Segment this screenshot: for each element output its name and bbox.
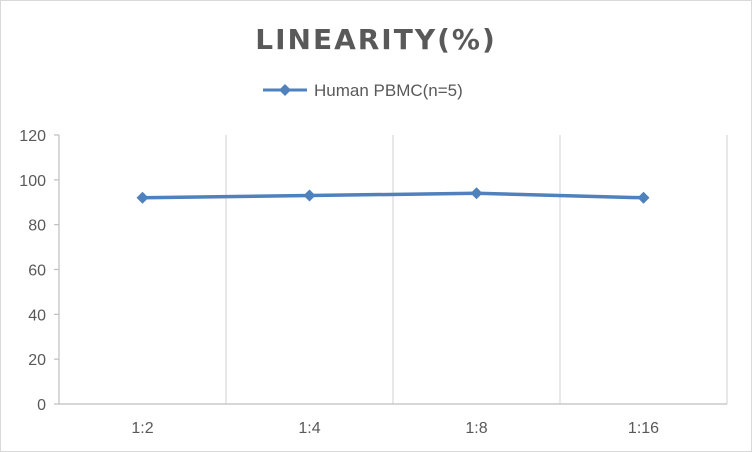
- series-human-pbmc: [136, 187, 650, 204]
- legend-label: Human PBMC(n=5): [314, 81, 463, 100]
- x-tick-label: 1:16: [628, 420, 659, 437]
- data-point-marker: [303, 189, 316, 202]
- series-line: [142, 191, 644, 200]
- y-tick-label: 120: [19, 128, 46, 145]
- data-point-marker: [637, 191, 650, 204]
- chart-title: LINEARITY(%): [255, 23, 497, 56]
- grid: [225, 135, 728, 404]
- y-tick-label: 40: [28, 307, 46, 324]
- y-tick-label: 60: [28, 263, 46, 280]
- y-tick-label: 100: [19, 173, 46, 190]
- x-tick-label: 1:4: [298, 420, 320, 437]
- x-tick-label: 1:8: [465, 420, 487, 437]
- y-tick-label: 0: [37, 397, 46, 414]
- axes: 0 20 40 60 80 100 120 1:2 1:4 1:8 1:16: [19, 128, 727, 437]
- data-point-marker: [136, 191, 149, 204]
- y-tick-label: 20: [28, 352, 46, 369]
- legend-diamond-marker: [279, 84, 291, 96]
- x-tick-label: 1:2: [131, 420, 153, 437]
- y-tick-label: 80: [28, 218, 46, 235]
- data-point-marker: [470, 187, 483, 200]
- legend: Human PBMC(n=5): [263, 81, 463, 100]
